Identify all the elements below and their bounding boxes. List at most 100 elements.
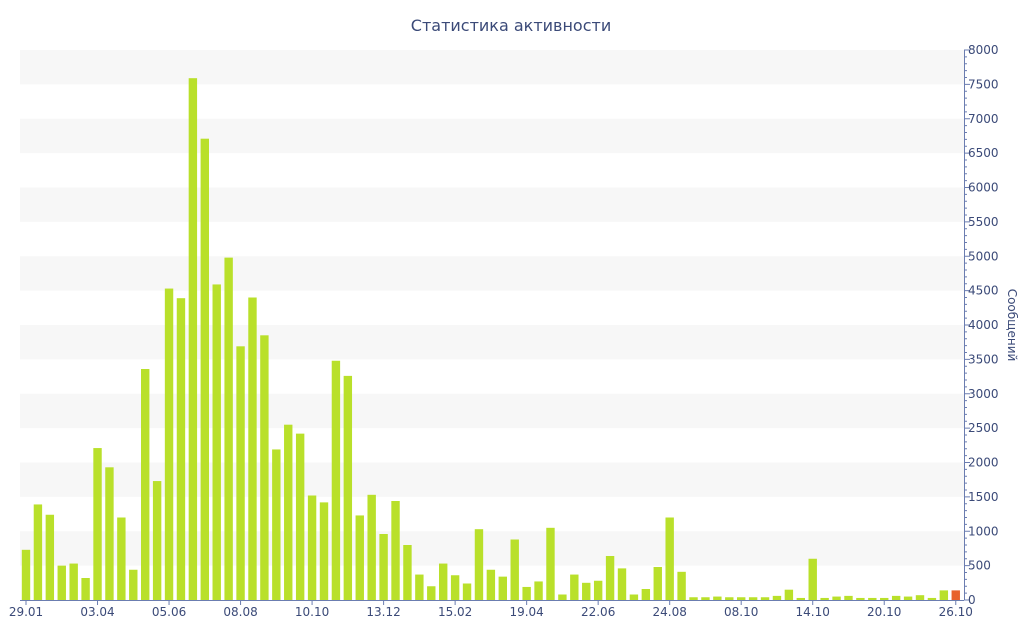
bar[interactable]: [880, 597, 889, 600]
background-bands: [20, 50, 964, 566]
x-tick-label: 15.02: [438, 605, 472, 619]
bar[interactable]: [45, 514, 55, 600]
bar[interactable]: [760, 597, 770, 600]
y-tick-label: 500: [968, 559, 991, 573]
bar[interactable]: [260, 335, 269, 600]
bar[interactable]: [546, 527, 555, 600]
bar[interactable]: [117, 517, 126, 601]
bar[interactable]: [641, 589, 651, 600]
bar[interactable]: [486, 569, 496, 600]
bar[interactable]: [200, 138, 209, 600]
y-axis-title: Сообщений: [1005, 289, 1019, 362]
bar[interactable]: [21, 549, 31, 600]
bar[interactable]: [403, 545, 412, 600]
bar[interactable]: [450, 575, 460, 600]
bar[interactable]: [69, 563, 78, 600]
chart-title: Статистика активности: [411, 16, 611, 35]
bar[interactable]: [498, 576, 507, 601]
bar[interactable]: [212, 284, 221, 600]
bar[interactable]: [653, 567, 662, 600]
bar[interactable]: [224, 257, 233, 600]
bar[interactable]: [272, 449, 281, 600]
bar[interactable]: [474, 529, 484, 600]
bar[interactable]: [820, 597, 829, 600]
bar[interactable]: [33, 504, 43, 600]
bar[interactable]: [772, 595, 782, 601]
bar[interactable]: [725, 597, 734, 600]
bar[interactable]: [951, 590, 960, 601]
bar[interactable]: [927, 597, 937, 600]
bar[interactable]: [391, 501, 400, 600]
bar[interactable]: [784, 589, 794, 600]
bar[interactable]: [582, 582, 591, 600]
bar[interactable]: [558, 594, 567, 601]
bar[interactable]: [355, 515, 364, 600]
bar[interactable]: [307, 495, 317, 601]
bar[interactable]: [891, 595, 901, 601]
bar[interactable]: [343, 375, 353, 601]
bar[interactable]: [677, 571, 686, 600]
bar[interactable]: [522, 586, 531, 600]
bar[interactable]: [856, 597, 865, 600]
bar[interactable]: [367, 494, 376, 600]
bar[interactable]: [617, 568, 627, 601]
grid-band: [20, 531, 964, 566]
bar[interactable]: [379, 534, 388, 600]
bar[interactable]: [427, 586, 436, 600]
bar[interactable]: [593, 580, 603, 600]
bar[interactable]: [81, 578, 90, 600]
bar[interactable]: [331, 360, 341, 600]
bar[interactable]: [462, 583, 472, 601]
bar[interactable]: [713, 596, 722, 600]
grid-band: [20, 393, 964, 429]
grid-band: [20, 50, 964, 85]
y-axis: 0 500 1000 1500 2000 2500 3000 3500 4000 4500 5000…: [964, 43, 999, 607]
bar[interactable]: [295, 433, 305, 601]
bar[interactable]: [57, 565, 66, 601]
bar[interactable]: [701, 597, 710, 600]
bar[interactable]: [319, 502, 329, 601]
bar[interactable]: [188, 78, 198, 600]
bar[interactable]: [796, 597, 805, 600]
bar[interactable]: [737, 597, 746, 600]
bar[interactable]: [152, 481, 162, 600]
bar[interactable]: [748, 597, 758, 600]
bar[interactable]: [510, 539, 519, 601]
y-tick-label: 7000: [968, 112, 999, 126]
bar[interactable]: [844, 595, 853, 601]
x-tick-label: 10.10: [295, 605, 329, 619]
y-tick-label: 2500: [968, 421, 999, 435]
bar[interactable]: [534, 581, 543, 600]
bar[interactable]: [832, 596, 841, 600]
bar[interactable]: [605, 556, 615, 600]
bar[interactable]: [105, 467, 114, 600]
bar[interactable]: [689, 597, 698, 600]
bar[interactable]: [129, 569, 138, 600]
bar[interactable]: [629, 594, 639, 601]
bars-group: [21, 78, 960, 601]
bar[interactable]: [284, 424, 293, 600]
bar[interactable]: [415, 574, 424, 600]
bar[interactable]: [176, 298, 186, 600]
bar[interactable]: [808, 558, 817, 600]
bar[interactable]: [868, 597, 877, 600]
bar[interactable]: [164, 288, 174, 600]
bar[interactable]: [665, 517, 674, 601]
y-tick-label: 3000: [968, 387, 999, 401]
y-tick-label: 4000: [968, 318, 999, 332]
y-tick-label: 2000: [968, 456, 999, 470]
bar[interactable]: [570, 574, 579, 600]
bar[interactable]: [93, 448, 102, 600]
grid-band: [20, 118, 964, 154]
x-tick-label: 22.06: [581, 605, 615, 619]
bar[interactable]: [248, 297, 257, 601]
bar[interactable]: [439, 563, 448, 600]
bar[interactable]: [915, 595, 925, 600]
bar[interactable]: [939, 590, 949, 601]
bar[interactable]: [236, 346, 245, 600]
bar[interactable]: [903, 596, 913, 600]
x-tick-label: 26.10: [939, 605, 973, 619]
x-tick-label: 24.08: [653, 605, 687, 619]
bar[interactable]: [141, 369, 150, 600]
